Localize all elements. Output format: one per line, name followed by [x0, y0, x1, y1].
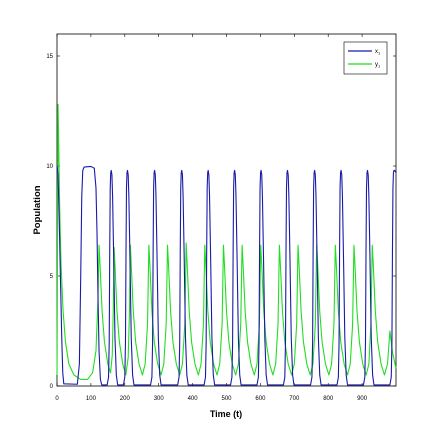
series-line-x [56, 165, 397, 386]
x-tick-label: 800 [323, 396, 334, 402]
y-tick-label: 15 [46, 54, 53, 60]
y-tick-label: 10 [46, 164, 53, 170]
legend-y-name: y [375, 62, 378, 68]
series-line-y [56, 103, 397, 380]
x-tick-label: 500 [221, 396, 232, 402]
axis-ticks: 0 100 200 300 400 500 600 700 800 900 0 5 10 15 [46, 34, 396, 402]
y-tick-label: 0 [50, 384, 54, 390]
legend-label-x: x1 [375, 49, 381, 56]
legend-x-subscript: 1 [378, 51, 381, 56]
legend-box [343, 41, 388, 75]
x-tick-label: 900 [357, 396, 368, 402]
x-tick-label: 300 [154, 396, 165, 402]
x-tick-label: 200 [120, 396, 131, 402]
series-layer [56, 103, 397, 386]
y-tick-label: 5 [50, 274, 54, 280]
x-axis-title: Time (t) [210, 409, 242, 419]
x-tick-label: 600 [255, 396, 266, 402]
legend-label-y: y1 [375, 62, 381, 69]
legend-x-name: x [375, 49, 378, 55]
x-tick-label: 0 [55, 396, 59, 402]
x-tick-label: 100 [86, 396, 97, 402]
x-tick-label: 700 [289, 396, 300, 402]
legend-y-subscript: 1 [378, 64, 381, 69]
legend: x1 y1 [343, 41, 388, 75]
y-axis-title: Population [32, 185, 43, 234]
x-tick-label: 400 [188, 396, 199, 402]
